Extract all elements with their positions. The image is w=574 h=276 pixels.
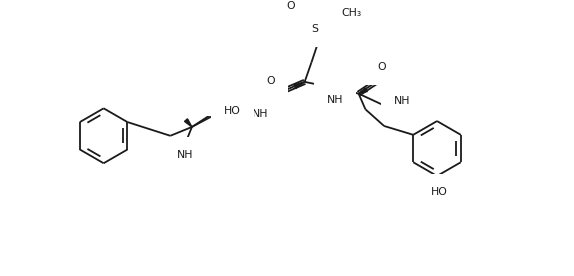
Text: O: O: [378, 62, 386, 72]
Text: S: S: [311, 24, 318, 34]
Text: HO: HO: [430, 187, 447, 197]
Text: HO: HO: [224, 106, 241, 116]
Text: O: O: [266, 76, 274, 86]
Text: CH₃: CH₃: [341, 8, 361, 18]
Polygon shape: [359, 88, 367, 94]
Text: NH: NH: [254, 116, 271, 126]
Polygon shape: [184, 119, 192, 127]
Text: O: O: [286, 1, 295, 11]
Text: NH: NH: [252, 109, 268, 119]
Text: NH: NH: [327, 95, 343, 105]
Text: NH: NH: [394, 97, 410, 107]
Text: NH: NH: [177, 150, 193, 160]
Text: O: O: [212, 94, 221, 104]
Polygon shape: [294, 82, 305, 89]
